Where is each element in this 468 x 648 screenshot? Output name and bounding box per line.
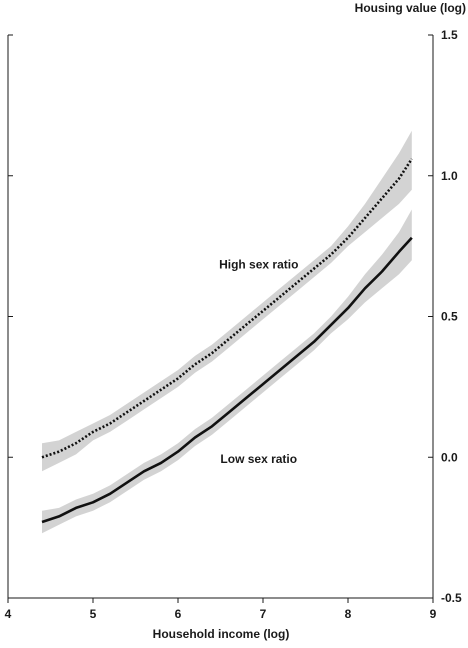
- y-tick-label: 1.0: [441, 169, 458, 183]
- high-sex-ratio-line: [41, 158, 413, 459]
- x-tick-label: 7: [260, 607, 267, 621]
- series-annotation: Low sex ratio: [220, 452, 297, 466]
- labels: Household income (log) Housing value (lo…: [153, 1, 466, 641]
- axes: 4 5 6 7 8 9 -0.5 0.0 0.5 1.0 1.5: [5, 28, 462, 621]
- series-lines: [41, 158, 413, 524]
- x-axis-title: Household income (log): [153, 627, 290, 641]
- y-tick-label: 0.0: [441, 450, 458, 464]
- low-sex-ratio-line: [41, 236, 413, 524]
- series-annotation: High sex ratio: [219, 258, 298, 272]
- x-tick-label: 8: [345, 607, 352, 621]
- x-tick-label: 5: [90, 607, 97, 621]
- low-sex-ratio-confidence-band: [42, 209, 412, 534]
- high-sex-ratio-confidence-band: [42, 130, 412, 472]
- confidence-bands: [42, 130, 412, 534]
- y-tick-label: -0.5: [441, 591, 462, 605]
- y-axis-title: Housing value (log): [355, 1, 466, 15]
- x-tick-label: 6: [175, 607, 182, 621]
- x-tick-label: 9: [430, 607, 437, 621]
- y-tick-label: 0.5: [441, 310, 458, 324]
- x-tick-label: 4: [5, 607, 12, 621]
- y-tick-label: 1.5: [441, 28, 458, 42]
